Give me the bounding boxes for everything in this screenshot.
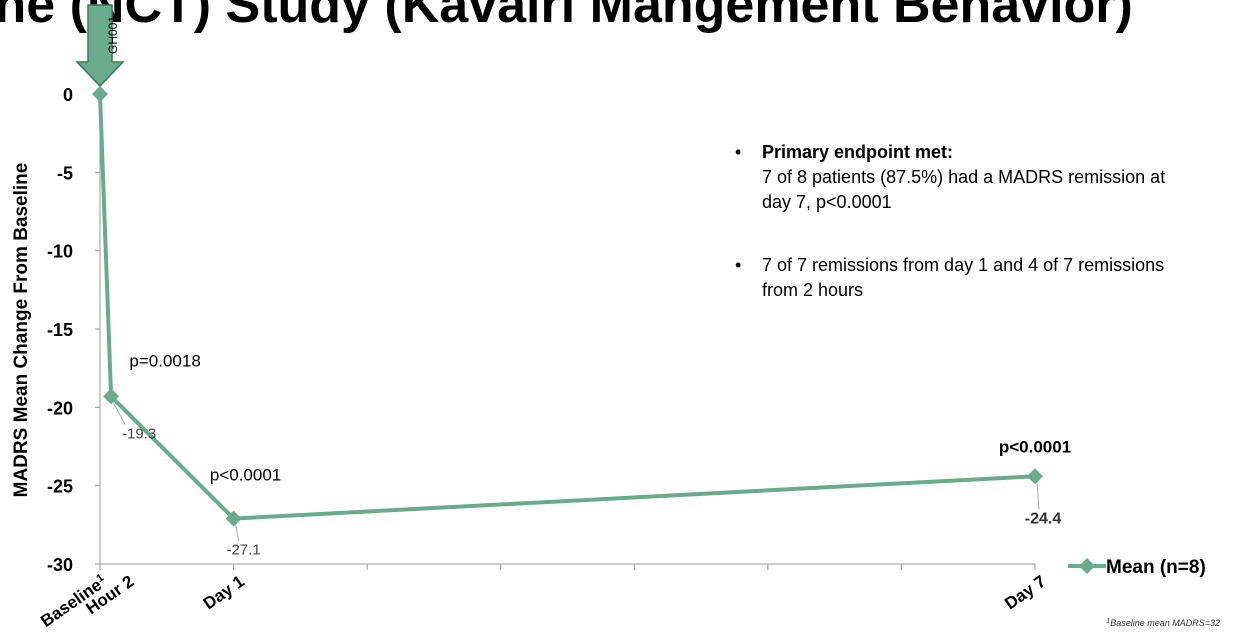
data-point-marker (1027, 468, 1043, 485)
series-mean-line (98, 93, 1036, 521)
axes (95, 84, 1036, 570)
data-point-marker (225, 510, 242, 527)
label-leader-lines (112, 402, 1040, 541)
legend: Mean (n=8) (1068, 557, 1206, 578)
down-arrow-icon (75, 4, 125, 88)
y-tick-label: -20 (47, 398, 73, 418)
gh001-arrow: GH001 (75, 4, 125, 88)
finding-remissions: • 7 of 7 remissions from day 1 and 4 of … (735, 253, 1195, 303)
bullet-icon: • (735, 142, 742, 162)
data-point-marker (92, 86, 108, 102)
y-tick-label: -25 (47, 477, 73, 497)
finding-text: 7 of 8 patients (87.5%) had a MADRS remi… (762, 167, 1166, 212)
y-tick-label: 0 (63, 85, 73, 105)
x-tick-label: Day 7 (1001, 572, 1049, 614)
y-tick-label: -5 (57, 163, 73, 183)
data-label: -19.3 (122, 425, 156, 442)
p-value-annotations: p=0.0018 p<0.0001 p<0.0001 (129, 351, 1071, 484)
key-findings: • Primary endpoint met: 7 of 8 patients … (735, 140, 1195, 341)
finding-primary-endpoint: • Primary endpoint met: 7 of 8 patients … (735, 140, 1195, 215)
footnote: 1Baseline mean MADRS=32 (1106, 618, 1220, 629)
arrow-label: GH001 (106, 16, 120, 54)
y-tick-labels: 0 -5 -10 -15 -20 -25 -30 (47, 85, 73, 575)
p-value-label: p<0.0001 (999, 437, 1071, 456)
series-line (92, 86, 1043, 527)
x-tick-superscript: 1 (94, 572, 106, 585)
p-value-label: p<0.0001 (210, 466, 281, 485)
data-point-marker (103, 388, 120, 405)
data-labels: -19.3 -27.1 -24.4 (122, 425, 1061, 558)
x-tick-label: Day 1 (200, 572, 248, 614)
y-axis-label: MADRS Mean Change From Baseline (11, 163, 32, 498)
page-header: ine (NCT) Study (Kavalri Mangement Behav… (0, 0, 1133, 34)
leader-line (235, 524, 240, 541)
finding-text: 7 of 7 remissions from day 1 and 4 of 7 … (762, 255, 1165, 300)
legend-label: Mean (n=8) (1106, 557, 1206, 578)
legend-marker-icon (1079, 558, 1095, 574)
leader-line (1036, 482, 1040, 510)
footnote-text: 1Baseline mean MADRS=32 (1106, 618, 1220, 629)
finding-title: Primary endpoint met: (762, 142, 954, 162)
data-label: -27.1 (226, 542, 260, 559)
y-tick-label: -15 (47, 320, 73, 340)
bullet-icon: • (735, 255, 742, 275)
data-label: -24.4 (1025, 510, 1062, 527)
y-tick-label: -10 (47, 242, 73, 262)
leader-line (112, 402, 126, 425)
p-value-label: p=0.0018 (129, 351, 200, 370)
y-tick-label: -30 (47, 555, 73, 575)
